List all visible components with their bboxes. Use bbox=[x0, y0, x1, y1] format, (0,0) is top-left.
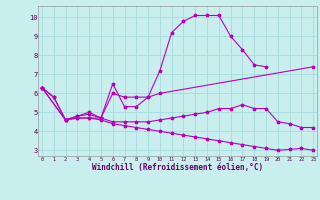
X-axis label: Windchill (Refroidissement éolien,°C): Windchill (Refroidissement éolien,°C) bbox=[92, 163, 263, 172]
